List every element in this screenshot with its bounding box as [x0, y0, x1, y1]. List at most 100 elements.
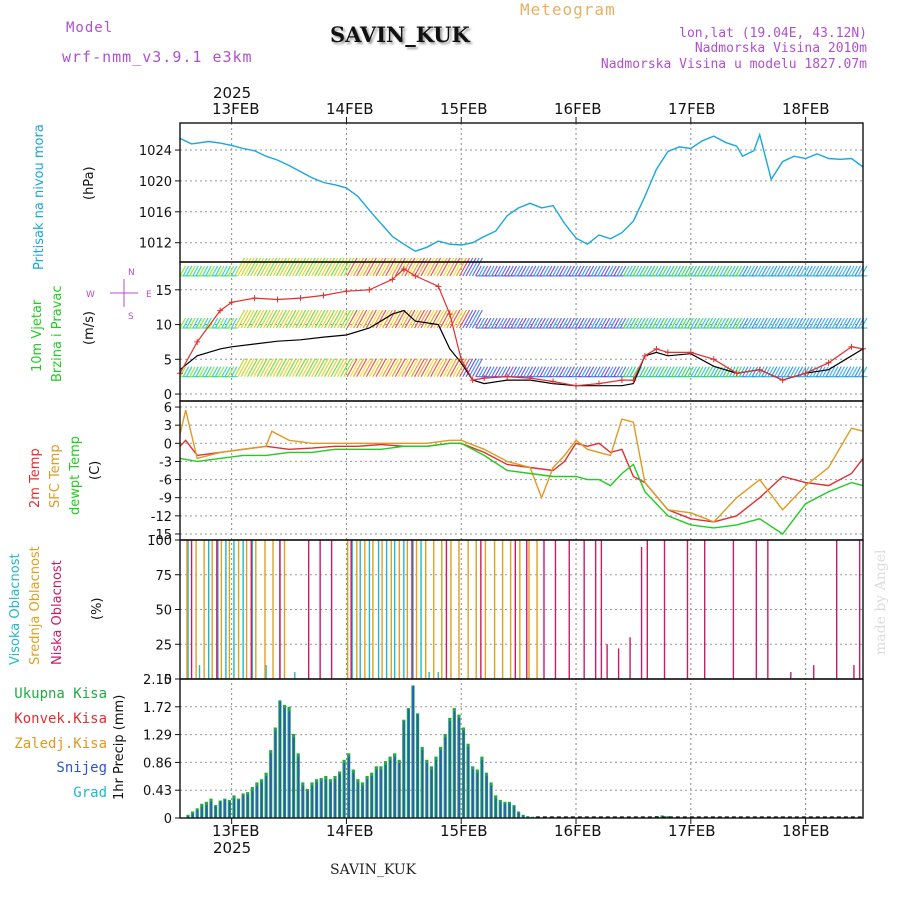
precip-snow-bar [407, 709, 410, 818]
wind-barb [545, 317, 553, 329]
wind-barb [516, 366, 524, 377]
wind-barb [465, 358, 477, 377]
wind-barb [436, 257, 448, 277]
precip-snow-bar [265, 776, 268, 818]
wind-barb [230, 366, 238, 377]
wind-barb [330, 309, 342, 329]
precip-snow-bar [389, 759, 392, 818]
wind-barb [349, 257, 361, 277]
wind-barb [185, 265, 193, 277]
compass-south: S [128, 312, 134, 322]
wind-barb [250, 358, 262, 377]
wind-barb [349, 358, 361, 377]
wind-barb [263, 309, 274, 329]
wind-barb [597, 317, 604, 329]
precip-snow-bar [508, 803, 511, 818]
wind-barb [523, 265, 530, 277]
precip-snow-bar [449, 721, 451, 818]
wind-barb [655, 265, 662, 277]
wind-barb [626, 366, 633, 377]
wind-barb [844, 366, 852, 377]
wind-barb [449, 358, 461, 377]
wind-barb [221, 265, 228, 277]
wind-gust-marker [733, 370, 740, 377]
wind-barb [256, 358, 268, 377]
wind-barb [443, 358, 454, 377]
wind-barb [475, 317, 482, 329]
wind-barb [732, 366, 739, 377]
wind-ytick-label-1: 5 [164, 353, 172, 368]
pressure-line [179, 132, 864, 252]
wind-barb [680, 317, 688, 329]
wind-barb [398, 358, 409, 377]
wind-barb [581, 366, 588, 377]
day-bottom-17: 17FEB [668, 822, 716, 840]
wind-barb [279, 358, 291, 377]
wind-barb [394, 358, 406, 377]
wind-barb [266, 257, 278, 277]
wind-barb [584, 366, 592, 377]
precip-snow-bar [228, 801, 231, 818]
wind-barb [648, 265, 656, 277]
wind-barb [491, 265, 498, 277]
wind-barb [369, 309, 381, 329]
wind-barb [211, 366, 219, 377]
wind-barb [314, 309, 326, 329]
wind-barb [658, 317, 665, 329]
wind-barb [619, 265, 627, 277]
wind-barb [606, 366, 614, 377]
wind-barb [536, 317, 543, 329]
wind-barb [346, 257, 358, 277]
wind-barb [272, 257, 284, 277]
wind-barb [301, 257, 313, 277]
wind-barb [230, 317, 238, 329]
wind-barb [854, 366, 861, 377]
wind-barb [195, 317, 203, 329]
wind-barb [201, 265, 209, 277]
wind-barb [385, 257, 397, 277]
wind-gust-marker [687, 349, 694, 356]
wind-barb [671, 317, 678, 329]
wind-barb [738, 366, 746, 377]
wind-barb [796, 265, 804, 277]
wind-barb [629, 265, 637, 277]
wind-barb [417, 358, 429, 377]
wind-barb [497, 265, 505, 277]
wind-barb [414, 309, 426, 329]
wind-barb [623, 317, 630, 329]
wind-barb [497, 366, 505, 377]
wind-barb [497, 317, 505, 329]
precip-snow-bar [394, 756, 396, 818]
wind-barb [275, 309, 287, 329]
precip-snow-bar [462, 730, 465, 818]
precip-snow-bar [316, 782, 318, 818]
wind-barb [266, 358, 278, 377]
wind-barb [684, 366, 691, 377]
panel-frame-4 [179, 678, 864, 819]
wind-barb [189, 265, 196, 277]
precip-snow-bar [201, 806, 203, 818]
precip-snow-bar [472, 769, 474, 818]
wind-barb [452, 257, 464, 277]
wind-barb [269, 309, 281, 329]
wind-barb [606, 265, 614, 277]
wind-barb [237, 309, 249, 329]
wind-barb [295, 358, 307, 377]
wind-barb [353, 358, 364, 377]
wind-barb [533, 317, 540, 329]
wind-barb [385, 358, 397, 377]
wind-barb [533, 366, 540, 377]
wind-gust-marker [641, 352, 648, 359]
wind-barb [439, 309, 451, 329]
wind-barb [391, 309, 403, 329]
wind-barb [536, 265, 543, 277]
wind-barb [848, 366, 855, 377]
precip-snow-bar [371, 776, 373, 818]
wind-barb [414, 257, 426, 277]
day-bottom-16: 16FEB [554, 822, 602, 840]
wind-barb [709, 265, 717, 277]
wind-barb [610, 265, 617, 277]
wind-barb [243, 358, 255, 377]
wind-barb [378, 358, 390, 377]
precip-snow-bar [237, 799, 240, 818]
